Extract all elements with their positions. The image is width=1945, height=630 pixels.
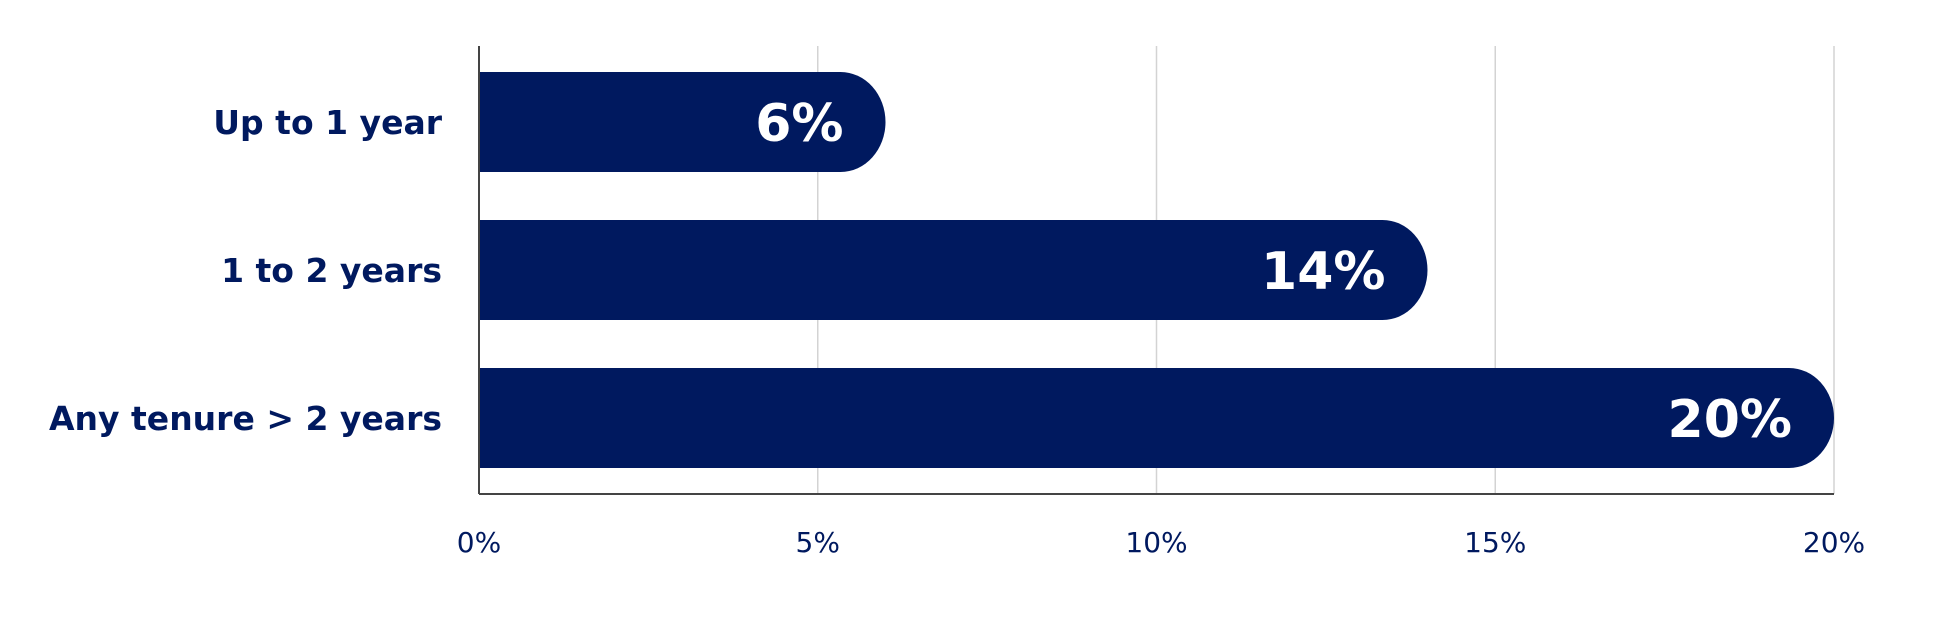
axes [478, 46, 1834, 495]
x-tick-label-5: 5% [796, 526, 840, 559]
labels: 6% Up to 1 year 14% 1 to 2 years 20% Any tenu… [49, 94, 1865, 559]
bar-value-label-2: 14% [1261, 242, 1385, 302]
category-label-1: Up to 1 year [213, 103, 442, 142]
bar-value-label-3: 20% [1668, 390, 1792, 450]
bar-3 [479, 368, 1834, 468]
bars [479, 72, 1834, 468]
x-tick-label-0: 0% [457, 526, 501, 559]
x-tick-label-15: 15% [1464, 526, 1526, 559]
x-tick-label-10: 10% [1125, 526, 1187, 559]
category-label-2: 1 to 2 years [221, 251, 442, 290]
bar-2 [479, 220, 1428, 320]
category-label-3: Any tenure > 2 years [49, 399, 442, 438]
bar-value-label-1: 6% [755, 94, 843, 154]
bar-1 [479, 72, 886, 172]
x-tick-label-20: 20% [1803, 526, 1865, 559]
